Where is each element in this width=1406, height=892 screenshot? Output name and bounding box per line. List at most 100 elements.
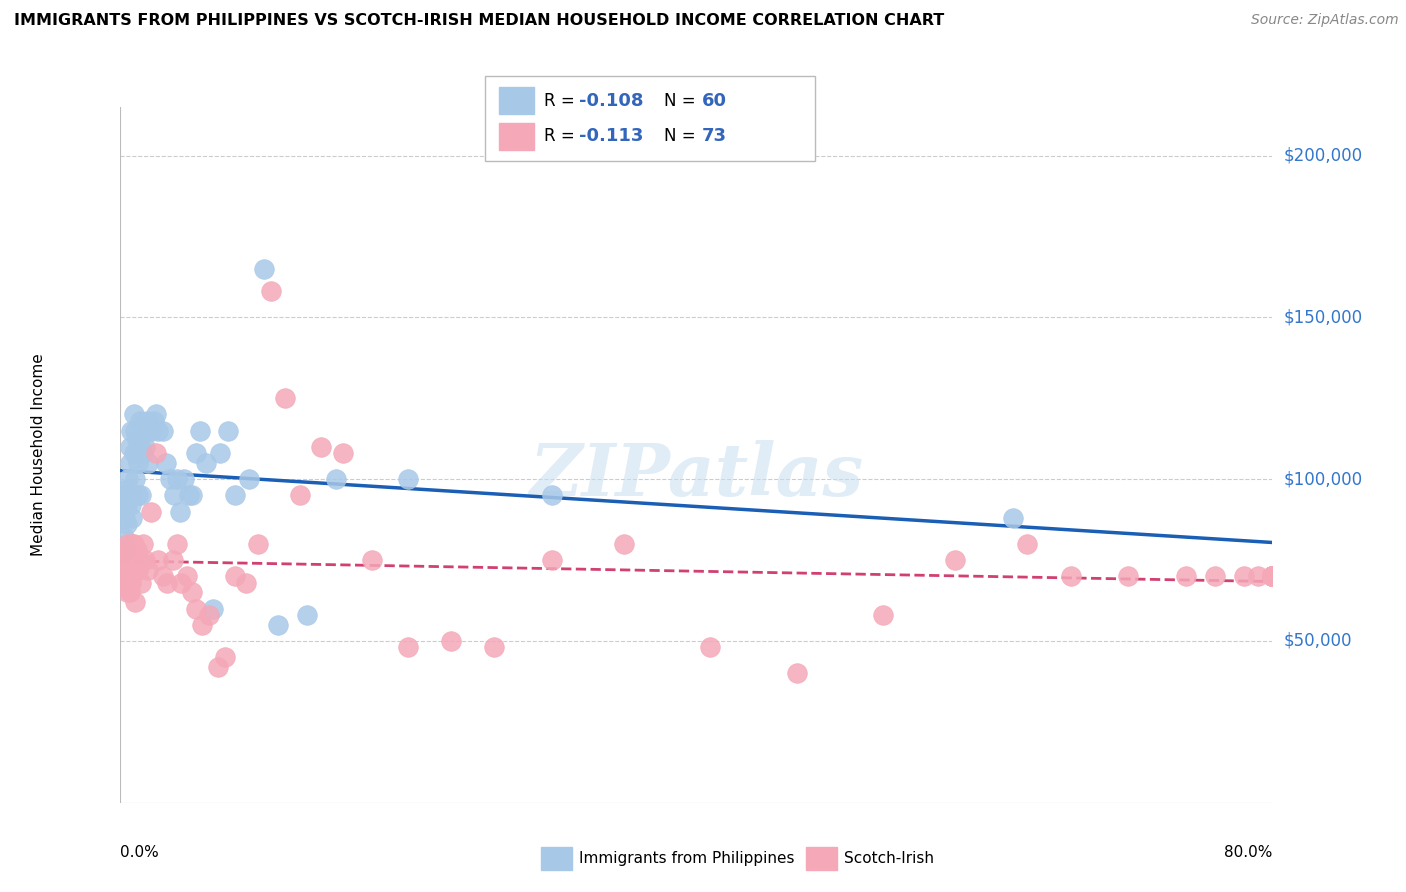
Point (125, 543, 148, 558)
Point (699, 640, 721, 655)
Point (159, 472, 181, 486)
Point (224, 488, 246, 502)
Point (1232, 569, 1256, 583)
Point (173, 472, 195, 486)
Point (198, 608, 221, 623)
Point (260, 285, 283, 299)
Point (128, 553, 150, 567)
Text: Median Household Income: Median Household Income (31, 353, 46, 557)
Point (267, 617, 290, 632)
Point (122, 446, 145, 460)
Point (190, 617, 212, 632)
Point (484, 640, 506, 655)
Point (786, 666, 808, 681)
Text: Scotch-Irish: Scotch-Irish (844, 852, 934, 866)
Point (114, 563, 136, 577)
Point (396, 640, 419, 655)
Point (943, 553, 966, 567)
Point (207, 660, 229, 674)
Text: $200,000: $200,000 (1284, 146, 1362, 165)
Point (134, 440, 156, 454)
Point (1261, 569, 1284, 583)
Point (122, 537, 145, 551)
Point (332, 446, 354, 460)
Point (1001, 511, 1024, 525)
Point (253, 261, 276, 276)
Point (141, 424, 163, 438)
Point (141, 504, 163, 518)
Point (156, 575, 179, 590)
Text: R =: R = (544, 92, 581, 110)
Point (129, 488, 152, 502)
Point (148, 553, 170, 567)
Point (131, 446, 153, 460)
Point (122, 553, 145, 567)
Point (1261, 569, 1284, 583)
Point (114, 511, 136, 525)
Point (138, 456, 160, 470)
Text: $50,000: $50,000 (1284, 632, 1353, 650)
Point (117, 569, 139, 583)
Point (120, 575, 142, 590)
Point (1204, 569, 1226, 583)
Point (134, 553, 156, 567)
Point (129, 575, 152, 590)
Point (235, 575, 257, 590)
Point (127, 563, 149, 577)
Point (120, 424, 142, 438)
Point (138, 563, 160, 577)
Point (152, 569, 174, 583)
Point (184, 601, 207, 615)
Point (112, 569, 135, 583)
Text: ZIPatlas: ZIPatlas (529, 441, 863, 511)
Text: $150,000: $150,000 (1284, 309, 1362, 326)
Point (124, 424, 146, 438)
Text: 80.0%: 80.0% (1225, 845, 1272, 860)
Point (1261, 569, 1284, 583)
Point (115, 482, 138, 496)
Point (166, 537, 188, 551)
Point (180, 488, 202, 502)
Point (135, 414, 157, 428)
Point (132, 424, 155, 438)
Point (120, 553, 142, 567)
Point (111, 488, 134, 502)
Point (117, 488, 139, 502)
Point (148, 424, 170, 438)
Point (1017, 537, 1039, 551)
Point (125, 434, 148, 448)
Point (115, 537, 138, 551)
Point (176, 569, 198, 583)
Point (145, 446, 167, 460)
Point (274, 392, 297, 406)
Point (118, 456, 141, 470)
Point (121, 537, 143, 551)
Point (1261, 569, 1284, 583)
Text: -0.113: -0.113 (579, 128, 644, 145)
Point (125, 446, 148, 460)
Point (1247, 569, 1270, 583)
Point (246, 537, 269, 551)
Point (115, 517, 138, 532)
Text: Immigrants from Philippines: Immigrants from Philippines (579, 852, 794, 866)
Point (188, 424, 211, 438)
Point (152, 424, 174, 438)
Point (1261, 569, 1284, 583)
Point (117, 472, 139, 486)
Point (124, 472, 146, 486)
Point (540, 553, 562, 567)
Point (224, 569, 246, 583)
Point (112, 504, 135, 518)
Text: 0.0%: 0.0% (120, 845, 159, 860)
Text: IMMIGRANTS FROM PHILIPPINES VS SCOTCH-IRISH MEDIAN HOUSEHOLD INCOME CORRELATION : IMMIGRANTS FROM PHILIPPINES VS SCOTCH-IR… (14, 13, 945, 29)
Text: N =: N = (664, 128, 700, 145)
Point (194, 456, 217, 470)
Point (112, 553, 135, 567)
Point (214, 650, 236, 665)
Point (177, 488, 200, 502)
Point (120, 498, 142, 512)
Text: 73: 73 (702, 128, 727, 145)
Text: $100,000: $100,000 (1284, 470, 1362, 488)
Point (209, 446, 232, 460)
Text: R =: R = (544, 128, 581, 145)
